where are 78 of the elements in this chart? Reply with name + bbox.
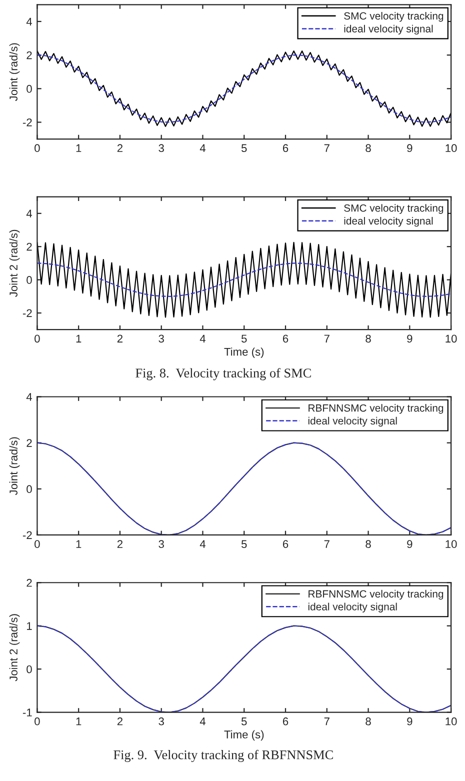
x-tick-label: 5 [241, 334, 247, 343]
x-tick-label: 8 [366, 540, 371, 548]
x-tick-label: 7 [324, 718, 330, 726]
x-tick-label: 6 [282, 144, 288, 152]
x-tick-label: 10 [446, 144, 457, 152]
legend-label: RBFNNSMC velocity tracking [308, 590, 444, 600]
y-tick-label: -2 [22, 309, 32, 318]
x-tick-label: 1 [76, 540, 82, 548]
y-tick-label: 0 [26, 276, 32, 284]
x-tick-label: 0 [34, 717, 40, 726]
y-axis-title: Joint 2 (rad/s) [9, 230, 20, 297]
x-tick-label: 4 [200, 144, 206, 152]
x-tick-label: 4 [200, 540, 206, 548]
y-tick-label: 2 [26, 51, 32, 60]
line-series [37, 262, 452, 297]
x-tick-label: 1 [76, 718, 82, 726]
caption: Fig. 9. Velocity tracking of RBFNNSMC [114, 750, 333, 762]
x-tick-label: 9 [407, 717, 412, 726]
x-tick-label: 7 [324, 334, 330, 342]
y-tick-label: 4 [26, 393, 32, 401]
y-tick-label: 4 [26, 210, 32, 218]
x-tick-label: 10 [446, 334, 457, 343]
legend-label: RBFNNSMC velocity tracking [308, 404, 444, 414]
y-tick-label: 1 [27, 622, 32, 630]
y-tick-label: 0 [26, 665, 32, 674]
x-tick-label: 3 [158, 144, 164, 152]
x-tick-label: 2 [117, 717, 122, 726]
x-tick-label: 2 [117, 540, 122, 548]
y-tick-label: 2 [26, 242, 32, 251]
x-tick-label: 7 [324, 540, 330, 548]
x-tick-label: 9 [407, 540, 412, 548]
x-tick-label: 1 [76, 334, 82, 342]
x-tick-label: 5 [241, 540, 247, 548]
x-tick-label: 0 [34, 144, 40, 152]
x-tick-label: 2 [117, 144, 122, 152]
y-axis-title: Joint 2 (rad/s) [9, 614, 20, 682]
x-tick-label: 3 [158, 334, 164, 343]
x-tick-label: 10 [446, 540, 457, 548]
legend-label: SMC velocity tracking [344, 204, 444, 214]
x-tick-label: 8 [366, 717, 371, 726]
y-tick-label: -2 [22, 531, 32, 540]
y-tick-label: 0 [26, 84, 32, 93]
caption: Fig. 8. Velocity tracking of SMC [136, 368, 311, 380]
x-tick-label: 8 [366, 334, 371, 343]
x-tick-label: 0 [34, 540, 40, 548]
x-tick-label: 3 [158, 540, 164, 548]
x-tick-label: 3 [158, 717, 164, 726]
y-tick-label: 2 [26, 439, 32, 447]
y-tick-label: -1 [22, 708, 32, 716]
x-tick-label: 7 [324, 144, 330, 152]
x-tick-label: 6 [282, 717, 288, 726]
x-tick-label: 5 [241, 144, 247, 152]
y-tick-label: 2 [26, 578, 32, 587]
x-tick-label: 8 [366, 144, 371, 152]
x-tick-label: 6 [282, 540, 288, 548]
y-tick-label: 4 [26, 18, 32, 26]
legend-label: ideal velocity signal [308, 416, 397, 427]
x-tick-label: 2 [117, 334, 122, 342]
x-tick-label: 4 [200, 718, 206, 726]
y-axis-title: Joint (rad/s) [9, 43, 20, 102]
legend-label: ideal velocity signal [344, 216, 433, 227]
line-series [37, 242, 452, 318]
x-tick-label: 9 [407, 144, 412, 152]
y-tick-label: -2 [22, 118, 32, 126]
legend-label: SMC velocity tracking [344, 12, 444, 22]
y-axis-title: Joint (rad/s) [9, 437, 20, 496]
legend-label: ideal velocity signal [344, 24, 433, 35]
x-tick-label: 1 [76, 144, 82, 152]
legend-label: ideal velocity signal [308, 602, 397, 612]
x-tick-label: 10 [446, 717, 457, 726]
x-tick-label: 9 [407, 334, 412, 343]
x-tick-label: 5 [241, 718, 247, 726]
x-tick-label: 6 [282, 334, 288, 343]
y-tick-label: 0 [26, 485, 32, 494]
x-tick-label: 4 [200, 334, 206, 342]
x-tick-label: 0 [34, 334, 40, 343]
x-axis-title: Time (s) [224, 730, 264, 741]
x-axis-title: Time (s) [224, 348, 264, 358]
